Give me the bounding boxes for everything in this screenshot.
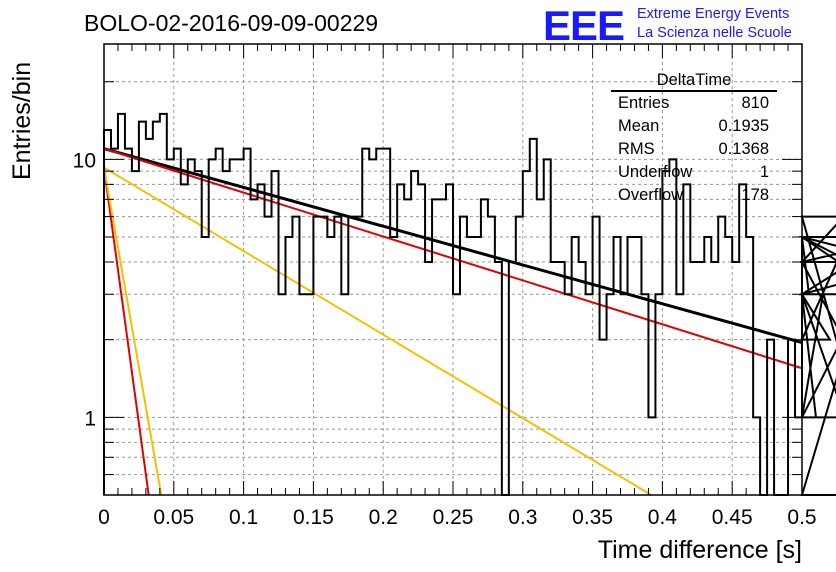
x-axis-label: Time difference [s] <box>598 536 802 564</box>
stats-label: Entries <box>618 94 670 112</box>
stats-value: 0.1368 <box>718 140 769 158</box>
x-tick-label: 0.1 <box>229 506 258 529</box>
x-tick-label: 0.4 <box>648 506 678 529</box>
stats-row: RMS 0.1368 <box>611 138 777 161</box>
stats-value: 178 <box>741 186 769 204</box>
x-tick-label: 0.5 <box>787 506 816 529</box>
stats-label: Overflow <box>618 186 684 204</box>
y-axis-ticks: 1 10 <box>73 81 802 496</box>
fit-curve-fast-a <box>103 167 150 496</box>
x-tick-label: 0 <box>98 506 110 529</box>
fit-curve-mid <box>103 166 652 496</box>
stats-label: Mean <box>618 117 660 135</box>
stats-row: Overflow 178 <box>611 184 777 207</box>
x-tick-label: 0.05 <box>153 506 194 529</box>
stats-value: 0.1935 <box>718 117 769 135</box>
stats-row: Entries 810 <box>611 92 777 115</box>
logo-line-1: Extreme Energy Events <box>637 6 790 22</box>
stats-row: Mean 0.1935 <box>611 115 777 138</box>
y-tick-label: 10 <box>73 149 96 172</box>
x-tick-label: 0.25 <box>433 506 474 529</box>
stats-label: Underflow <box>618 163 693 181</box>
stats-row: Underflow 1 <box>611 161 777 184</box>
stats-box: DeltaTime Entries 810 Mean 0.1935 RMS 0.136… <box>611 70 777 207</box>
x-tick-label: 0.3 <box>508 506 537 529</box>
eee-logo: EEE <box>543 2 625 49</box>
chart-title: BOLO-02-2016-09-09-00229 <box>84 10 379 36</box>
y-axis-label: Entries/bin <box>8 62 36 180</box>
stats-label: RMS <box>618 140 655 158</box>
x-tick-label: 0.45 <box>712 506 753 529</box>
stats-value: 810 <box>741 94 769 112</box>
y-tick-label: 1 <box>84 407 96 430</box>
x-axis-ticks: 0 0.05 0.1 0.15 0.2 0.25 0.3 0.35 0.4 0.45 0.5 <box>98 44 817 529</box>
x-tick-label: 0.35 <box>572 506 613 529</box>
stats-title: DeltaTime <box>611 70 777 92</box>
fit-curve-fast-b <box>103 167 163 496</box>
x-tick-label: 0.15 <box>293 506 334 529</box>
stats-value: 1 <box>759 163 769 181</box>
x-tick-label: 0.2 <box>369 506 398 529</box>
logo-line-2: La Scienza nelle Scuole <box>637 25 792 41</box>
